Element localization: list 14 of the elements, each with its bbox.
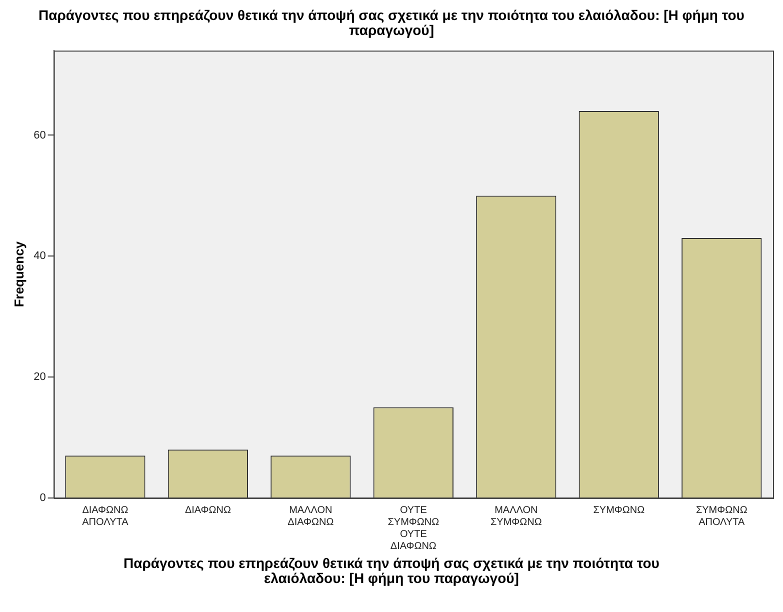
x-tick-label: ΜΑΛΛΟΝ ΔΙΑΦΩΝΩ xyxy=(288,504,334,528)
x-tick-label: ΔΙΑΦΩΝΩ xyxy=(184,504,232,516)
x-tick-label: ΜΑΛΛΟΝ ΣΥΜΦΩΝΩ xyxy=(490,504,542,528)
y-tick-label: 40 xyxy=(34,250,46,262)
chart-title: Παράγοντες που επηρεάζουν θετικά την άποψή σας σχετικά με την ποιότητα του ελαιόλαδου: [Η φήμη του παραγωγού] xyxy=(38,7,746,40)
y-tick-label: 60 xyxy=(34,129,46,142)
y-axis-title: Frequency xyxy=(11,240,26,308)
x-tick-label: ΔΙΑΦΩΝΩ ΑΠΟΛΥΤΑ xyxy=(82,504,129,528)
x-tick-label: ΣΥΜΦΩΝΩ ΑΠΟΛΥΤΑ xyxy=(696,504,748,528)
x-axis-title: Παράγοντες που επηρεάζουν θετικά την άποψή σας σχετικά με την ποιότητα του ελαιόλαδου: [Η φήμη του παραγωγού] xyxy=(122,554,660,586)
y-tick-label: 20 xyxy=(34,371,46,384)
x-tick-label: ΣΥΜΦΩΝΩ xyxy=(593,504,646,516)
y-tick-label: 0 xyxy=(40,492,46,504)
x-tick-label: ΟΥΤΕ ΣΥΜΦΩΝΩ ΟΥΤΕ ΔΙΑΦΩΝΩ xyxy=(388,504,440,552)
